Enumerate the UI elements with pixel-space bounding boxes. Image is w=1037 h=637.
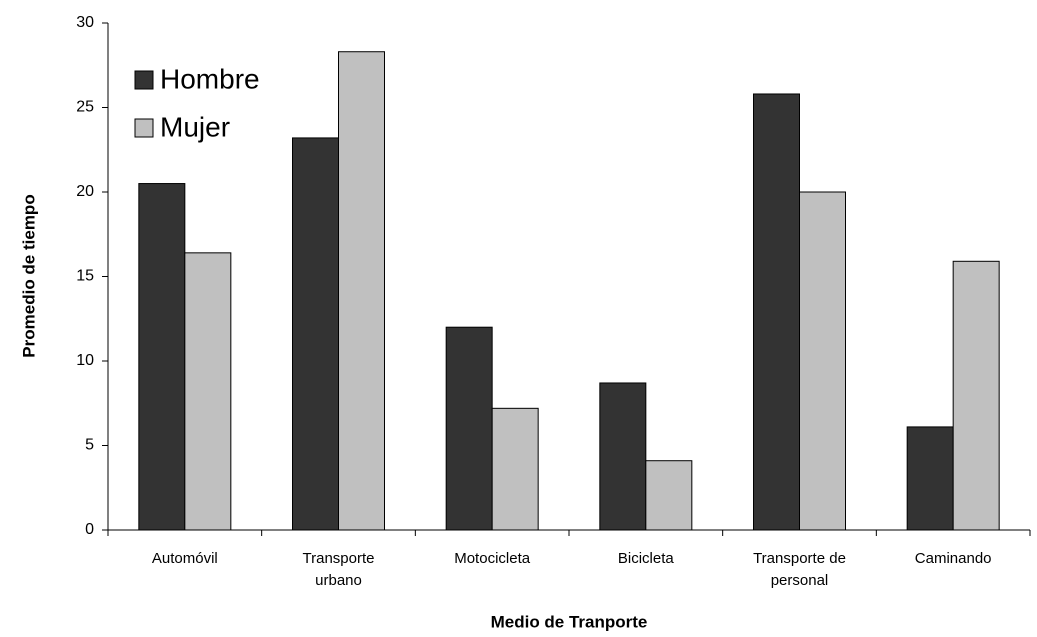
- y-tick-label: 10: [76, 352, 94, 369]
- x-tick-label: Automóvil: [151, 550, 218, 567]
- x-tick-label: Transporte de personal: [753, 550, 846, 589]
- bar: [599, 382, 647, 531]
- y-tick-label: 20: [76, 183, 94, 200]
- bar: [906, 426, 954, 531]
- x-tick-label: Caminando: [914, 550, 992, 567]
- bar: [952, 260, 1000, 531]
- y-tick-label: 0: [85, 521, 94, 538]
- x-tick-label: Motocicleta: [454, 550, 531, 567]
- bar: [184, 252, 232, 531]
- legend-label: Hombre: [160, 63, 260, 94]
- bar: [799, 191, 846, 531]
- bar: [445, 326, 493, 531]
- legend-swatch: [134, 70, 154, 90]
- y-tick-label: 15: [76, 268, 94, 285]
- bar: [491, 407, 539, 531]
- bar: [292, 137, 339, 531]
- x-tick-label: Bicicleta: [617, 550, 674, 567]
- bar: [138, 183, 186, 531]
- y-axis-title: Promedio de tiempo: [19, 194, 38, 357]
- bar: [338, 51, 385, 531]
- bar: [753, 93, 800, 531]
- y-tick-label: 25: [76, 99, 94, 116]
- legend-label: Mujer: [160, 111, 230, 142]
- legend-swatch: [134, 118, 154, 138]
- y-tick-label: 30: [76, 14, 94, 31]
- x-axis-title: Medio de Tranporte: [491, 612, 648, 631]
- bar: [645, 460, 693, 531]
- y-tick-label: 5: [85, 437, 94, 454]
- x-tick-label: Transporte urbano: [302, 550, 375, 589]
